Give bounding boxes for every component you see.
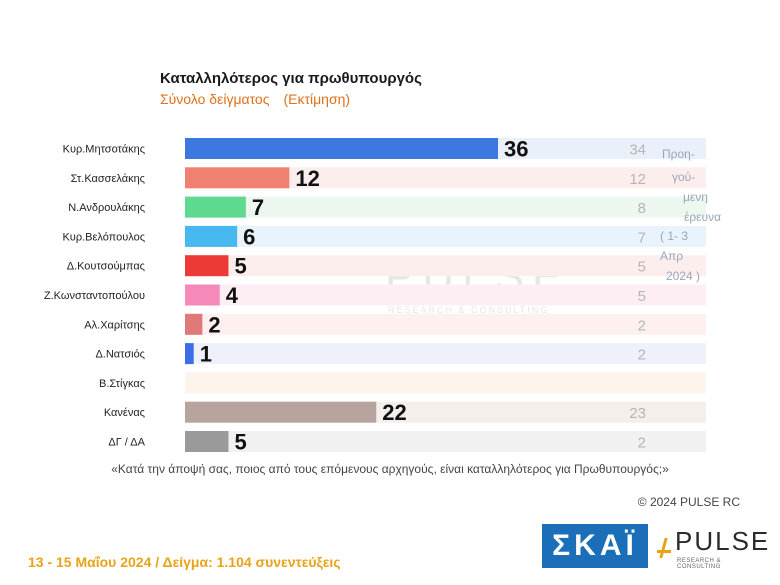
category-label: Στ.Κασσελάκης — [71, 173, 145, 185]
bar — [185, 284, 220, 306]
bar — [185, 225, 238, 247]
value-label: 6 — [243, 224, 255, 249]
bar — [185, 343, 194, 365]
previous-survey-label: Προη- — [662, 147, 695, 161]
bar — [185, 313, 203, 335]
watermark-sub: RESEARCH & CONSULTING — [388, 305, 550, 315]
copyright: © 2024 PULSE RC — [637, 495, 740, 509]
category-label: Ν.Ανδρουλάκης — [68, 202, 145, 214]
value-label: 1 — [200, 342, 212, 367]
previous-survey-label: Απρ — [660, 249, 683, 263]
category-label: ΔΓ / ΔΑ — [108, 437, 145, 449]
category-label: Κυρ.Μητσοτάκης — [63, 144, 145, 156]
value-label: 22 — [382, 400, 406, 425]
row-background — [185, 255, 706, 277]
previous-value: 23 — [629, 405, 646, 422]
chart-subtitle: Σύνολο δείγματος (Εκτίμηση) — [160, 91, 351, 107]
previous-value: 5 — [638, 259, 646, 276]
row-background — [185, 313, 706, 335]
value-label: 12 — [295, 166, 319, 191]
row-background — [185, 431, 706, 452]
category-label: Δ.Κουτσούμπας — [67, 261, 145, 273]
bar — [185, 431, 229, 452]
previous-value: 2 — [638, 435, 646, 452]
row-background — [185, 196, 706, 218]
previous-value: 2 — [638, 317, 646, 334]
row-background — [185, 167, 706, 189]
value-label: 5 — [234, 430, 246, 455]
category-label: Ζ.Κωνσταντοπούλου — [44, 290, 145, 302]
row-background — [185, 284, 706, 306]
survey-footer: 13 - 15 Μαΐου 2024 / Δείγμα: 1.104 συνεν… — [28, 554, 341, 570]
row-background — [185, 372, 706, 394]
pulse-logo: PULSE RESEARCH & CONSULTING — [657, 526, 768, 570]
previous-survey-label: γού- — [672, 170, 695, 184]
previous-survey-label: ( 1- 3 — [660, 229, 688, 243]
chart-title: Καταλληλότερος για πρωθυπουργός — [160, 70, 422, 87]
survey-question: «Κατά την άποψή σας, ποιος από τους επόμ… — [111, 462, 669, 476]
value-label: 4 — [226, 283, 239, 308]
previous-value: 7 — [638, 229, 646, 246]
previous-value: 5 — [638, 288, 646, 305]
category-label: Δ.Νατσιός — [95, 349, 145, 361]
value-label: 5 — [234, 254, 246, 279]
previous-survey-label: 2024 ) — [666, 269, 700, 283]
bar — [185, 167, 290, 189]
category-label: Κυρ.Βελόπουλος — [62, 231, 145, 243]
row-background — [185, 225, 706, 247]
previous-survey-label: μενη — [683, 190, 708, 204]
category-label: Αλ.Χαρίτσης — [84, 319, 145, 331]
value-label: 2 — [208, 312, 220, 337]
row-background — [185, 343, 706, 365]
bar — [185, 255, 229, 277]
value-label: 7 — [252, 195, 264, 220]
previous-value: 34 — [629, 142, 646, 159]
bar — [185, 196, 246, 218]
bar — [185, 401, 377, 423]
previous-survey-label: έρευνα — [684, 210, 721, 224]
bar — [185, 138, 498, 159]
previous-value: 2 — [638, 347, 646, 364]
skai-logo: ΣΚΑΪ — [542, 524, 648, 568]
category-label: Β.Στίγκας — [99, 378, 145, 390]
previous-value: 8 — [638, 200, 646, 217]
previous-value: 12 — [629, 171, 646, 188]
category-label: Κανένας — [104, 407, 145, 419]
value-label: 36 — [504, 137, 528, 162]
